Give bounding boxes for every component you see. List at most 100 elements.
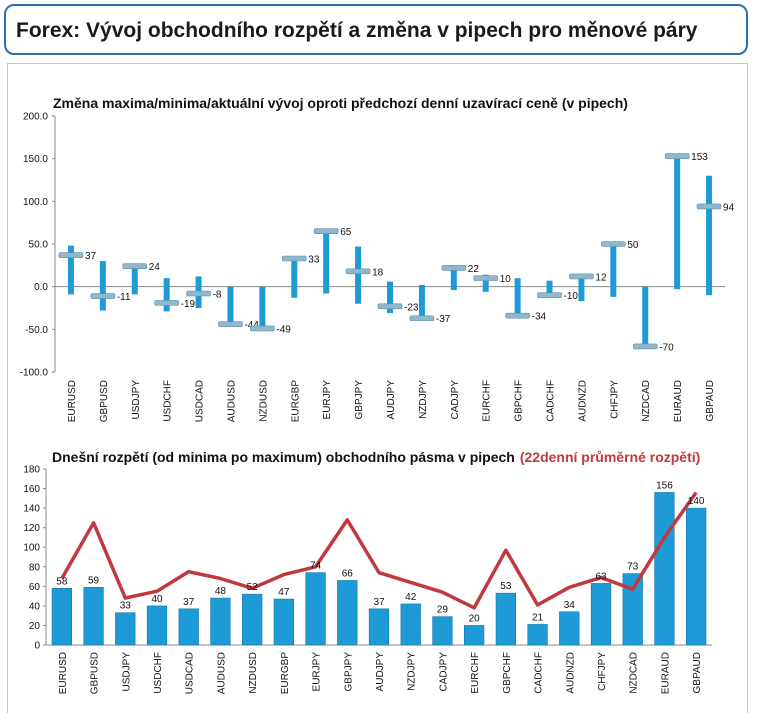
chart1-data-label: -11 [117, 292, 131, 303]
chart1-data-label: 50 [627, 240, 639, 251]
chart2-x-tick-label: GBPUSD [90, 652, 101, 694]
chart1-current-marker [90, 293, 116, 299]
chart1-y-tick-label: -50.0 [25, 325, 48, 336]
chart1-x-tick-label: AUDNZD [577, 380, 588, 422]
chart1-range-bar [706, 175, 713, 296]
chart1-current-marker [313, 228, 339, 234]
chart2-y-tick-label: 100 [23, 543, 40, 554]
chart1-data-label: -8 [213, 289, 222, 300]
chart2-data-label: 58 [56, 576, 68, 587]
chart2-data-label: 48 [215, 586, 227, 597]
chart2-data-label: 52 [247, 582, 259, 593]
chart2-y-tick-label: 60 [29, 582, 41, 593]
chart1-y-tick-label: 0.0 [34, 282, 48, 293]
chart2-x-tick-label: GBPAUD [692, 652, 703, 694]
chart2-data-label: 156 [656, 480, 673, 491]
chart1-current-marker [569, 273, 594, 280]
chart2-bar [273, 598, 294, 646]
chart1-current-marker [122, 263, 148, 269]
chart1-y-tick-label: 200.0 [23, 112, 48, 123]
page-title: Forex: Vývoj obchodního rozpětí a změna … [16, 19, 698, 42]
chart2-x-tick-label: EURAUD [660, 652, 671, 694]
chart2-bar [210, 597, 231, 646]
chart2-x-tick-label: CADCHF [534, 652, 545, 694]
chart2-data-label: 53 [500, 581, 512, 592]
chart1-current-marker [58, 252, 84, 258]
chart2-y-tick-label: 80 [29, 562, 41, 573]
chart1-current-marker [664, 153, 690, 159]
chart1-data-label: 33 [308, 255, 320, 266]
chart1-y-tick-label: 50.0 [29, 240, 49, 251]
chart1-x-tick-label: AUDUSD [226, 380, 237, 422]
chart1-data-label: 24 [149, 262, 161, 273]
chart1-range-bar [227, 286, 234, 324]
chart2-bar [527, 624, 548, 646]
chart2-data-label: 37 [373, 597, 385, 608]
chart2-x-tick-label: NZDCAD [629, 652, 640, 694]
chart1-current-marker [601, 241, 626, 247]
chart1-range-bar [323, 229, 330, 294]
chart2-x-tick-label: USDCHF [153, 652, 164, 694]
chart2-y-tick-label: 180 [23, 465, 40, 476]
chart2-bar [305, 572, 326, 646]
chart2-data-label: 59 [88, 575, 100, 586]
chart2-x-tick-label: GBPCHF [502, 652, 513, 694]
chart2-x-tick-label: EURUSD [58, 652, 69, 694]
chart1-data-label: -37 [436, 314, 451, 325]
chart2-bar [178, 608, 199, 646]
chart1-data-label: 153 [691, 152, 708, 163]
chart1-x-tick-label: EURUSD [67, 380, 78, 422]
chart2-x-tick-label: CADJPY [438, 652, 449, 692]
chart2-bar [432, 616, 453, 646]
chart2-bar [559, 611, 580, 646]
chart1-x-tick-label: EURGBP [290, 380, 301, 423]
chart1-range-bar [259, 286, 266, 328]
chart2-y-tick-label: 0 [34, 641, 40, 652]
chart2-data-label: 63 [595, 571, 607, 582]
chart1-current-marker [186, 290, 211, 297]
chart2-bar [83, 587, 104, 646]
chart2-title: Dnešní rozpětí (od minima po maximum) ob… [52, 449, 700, 465]
chart1-data-label: 18 [372, 267, 384, 278]
chart1-data-label: -34 [532, 312, 547, 323]
chart2-data-label: 34 [564, 600, 576, 611]
chart1-range-bar [546, 280, 553, 297]
chart1-range-bar [578, 273, 585, 302]
chart1-x-tick-label: USDCAD [195, 380, 206, 422]
chart2-bar [495, 592, 516, 646]
chart1-x-tick-label: NZDUSD [258, 380, 269, 422]
chart1-range-bar [514, 278, 521, 317]
chart2-x-tick-label: AUDJPY [375, 652, 386, 692]
chart2-bar [146, 605, 168, 646]
chart1-x-tick-label: EURJPY [322, 380, 333, 420]
chart1-x-tick-label: NZDJPY [418, 380, 429, 419]
chart1-x-tick-label: EURAUD [673, 380, 684, 422]
chart1-range-bar [99, 261, 106, 311]
chart1-current-marker [441, 265, 467, 271]
chart2-bar [337, 580, 358, 646]
chart2-title-average: (22denní průměrné rozpětí) [520, 449, 700, 465]
chart2-x-tick-label: NZDUSD [248, 652, 259, 694]
chart2-data-label: 140 [688, 496, 705, 507]
chart2-average-line [60, 491, 698, 610]
chart2-x-tick-label: NZDJPY [407, 652, 418, 691]
chart1-current-marker [345, 268, 371, 275]
chart1-data-label: 37 [85, 251, 97, 262]
chart1-current-marker [632, 343, 658, 350]
chart1-current-marker [537, 292, 562, 299]
chart2-x-tick-label: AUDNZD [565, 652, 576, 694]
chart1-y-tick-label: 100.0 [23, 197, 48, 208]
chart2-x-tick-label: GBPJPY [343, 652, 354, 692]
chart1-range-bar [642, 286, 649, 347]
chart1-current-marker [409, 315, 435, 322]
chart1-data-label: -19 [181, 299, 196, 310]
chart2-y-tick-label: 120 [23, 523, 40, 534]
chart1-current-marker [696, 203, 722, 210]
chart1-current-marker [154, 300, 179, 306]
chart1-data-label: -70 [659, 342, 674, 353]
chart2-y-tick-label: 160 [23, 484, 40, 495]
chart1-x-tick-label: CADJPY [450, 380, 461, 420]
chart2-data-label: 37 [183, 597, 195, 608]
chart1-data-label: -23 [404, 302, 419, 313]
